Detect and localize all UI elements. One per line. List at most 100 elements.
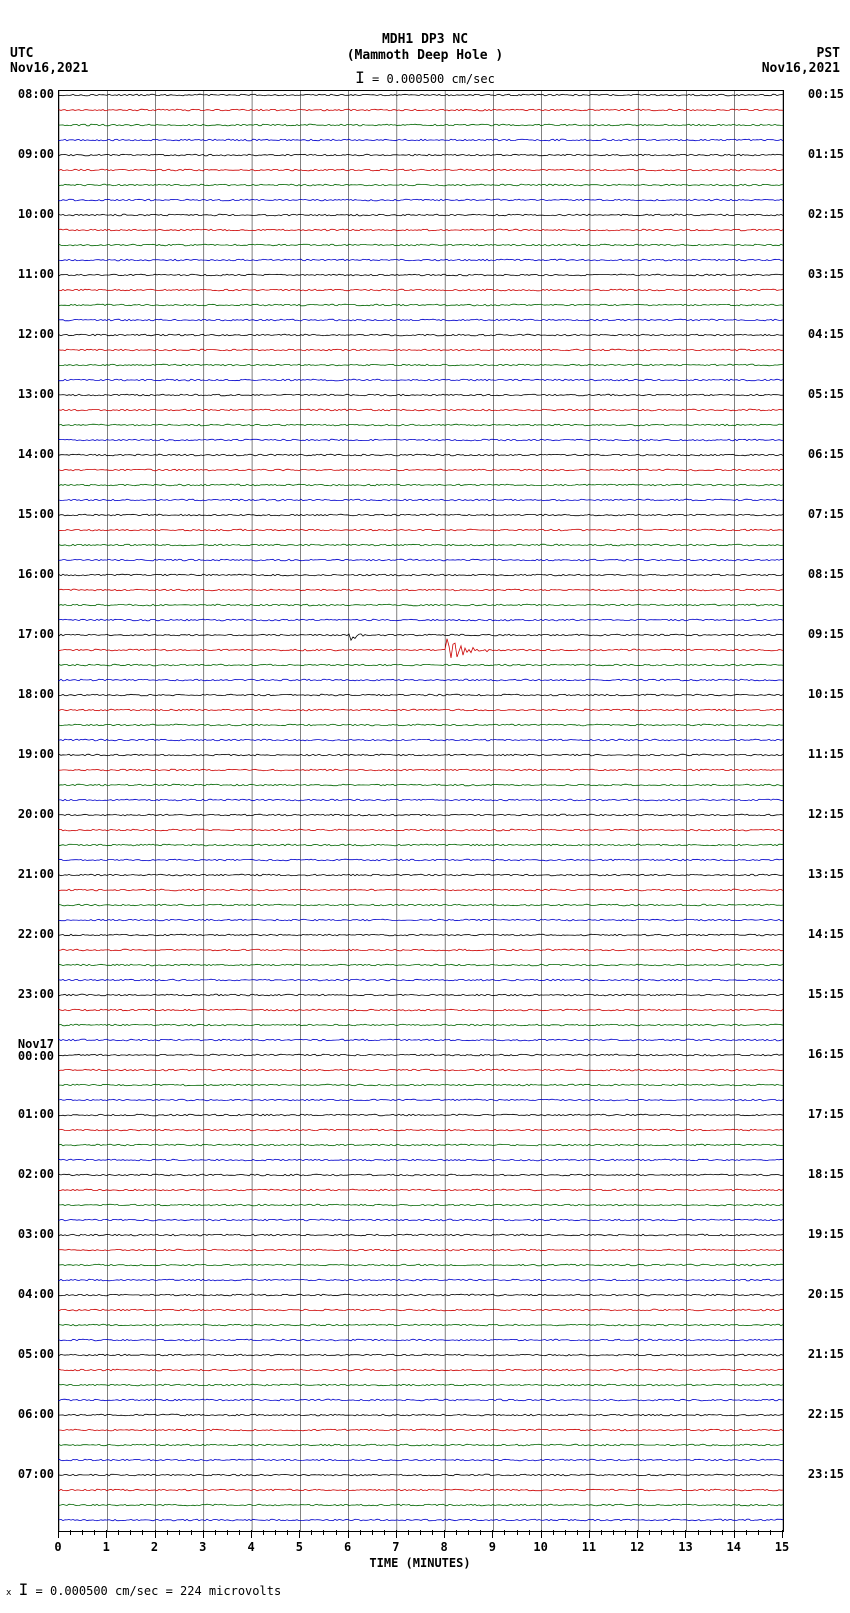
x-tick-minor bbox=[227, 1530, 228, 1535]
x-tick-major bbox=[299, 1530, 300, 1538]
seismic-trace bbox=[59, 1339, 783, 1341]
left-time-label: 02:00 bbox=[18, 1168, 54, 1180]
x-tick-minor bbox=[710, 1530, 711, 1535]
seismic-trace bbox=[59, 1249, 783, 1251]
x-tick-major bbox=[734, 1530, 735, 1538]
seismic-trace bbox=[59, 1189, 783, 1191]
x-tick-minor bbox=[82, 1530, 83, 1535]
seismic-trace bbox=[59, 1114, 783, 1116]
left-time-label: 10:00 bbox=[18, 208, 54, 220]
left-time-label: 09:00 bbox=[18, 148, 54, 160]
seismic-trace bbox=[59, 1039, 783, 1041]
x-tick-minor bbox=[625, 1530, 626, 1535]
right-time-label: 23:15 bbox=[808, 1468, 844, 1480]
x-tick-major bbox=[685, 1530, 686, 1538]
seismic-trace bbox=[59, 274, 783, 276]
seismic-trace bbox=[59, 109, 783, 111]
seismic-trace bbox=[59, 1444, 783, 1446]
right-time-label: 20:15 bbox=[808, 1288, 844, 1300]
right-time-label: 15:15 bbox=[808, 988, 844, 1000]
right-time-label: 16:15 bbox=[808, 1048, 844, 1060]
right-time-label: 17:15 bbox=[808, 1108, 844, 1120]
x-tick-major bbox=[541, 1530, 542, 1538]
x-tick-minor bbox=[770, 1530, 771, 1535]
seismic-trace bbox=[59, 334, 783, 336]
right-time-label: 10:15 bbox=[808, 688, 844, 700]
left-time-label: 20:00 bbox=[18, 808, 54, 820]
x-tick-minor bbox=[94, 1530, 95, 1535]
seismic-trace bbox=[59, 199, 783, 201]
footer-text: = 0.000500 cm/sec = 224 microvolts bbox=[36, 1584, 282, 1598]
seismic-trace bbox=[59, 874, 783, 876]
x-tick-major bbox=[58, 1530, 59, 1538]
x-tick-major bbox=[106, 1530, 107, 1538]
x-tick-minor bbox=[504, 1530, 505, 1535]
scale-bar-glyph: I bbox=[355, 68, 365, 87]
seismic-trace bbox=[59, 1489, 783, 1491]
seismic-trace bbox=[59, 259, 783, 261]
left-time-label: 12:00 bbox=[18, 328, 54, 340]
left-time-label: 19:00 bbox=[18, 748, 54, 760]
x-tick-minor bbox=[722, 1530, 723, 1535]
x-tick-label: 13 bbox=[678, 1540, 692, 1554]
left-time-label: 21:00 bbox=[18, 868, 54, 880]
seismic-trace bbox=[59, 1474, 783, 1476]
seismic-trace bbox=[59, 829, 783, 831]
tz-right: PST bbox=[817, 46, 840, 61]
x-tick-major bbox=[203, 1530, 204, 1538]
left-time-labels: 08:0009:0010:0011:0012:0013:0014:0015:00… bbox=[6, 90, 56, 1530]
x-tick-minor bbox=[191, 1530, 192, 1535]
seismic-trace bbox=[59, 709, 783, 711]
x-tick-major bbox=[251, 1530, 252, 1538]
seismic-trace bbox=[59, 619, 783, 621]
right-time-labels: 00:1501:1502:1503:1504:1505:1506:1507:15… bbox=[794, 90, 844, 1530]
seismic-trace bbox=[59, 469, 783, 471]
seismic-trace bbox=[59, 1519, 783, 1521]
right-time-label: 05:15 bbox=[808, 388, 844, 400]
x-tick-minor bbox=[275, 1530, 276, 1535]
seismic-trace bbox=[59, 949, 783, 951]
left-time-label: 22:00 bbox=[18, 928, 54, 940]
right-time-label: 04:15 bbox=[808, 328, 844, 340]
x-tick-label: 0 bbox=[54, 1540, 61, 1554]
x-tick-minor bbox=[311, 1530, 312, 1535]
x-tick-label: 3 bbox=[199, 1540, 206, 1554]
x-tick-minor bbox=[287, 1530, 288, 1535]
seismic-trace bbox=[59, 1324, 783, 1326]
right-time-label: 18:15 bbox=[808, 1168, 844, 1180]
x-tick-minor bbox=[673, 1530, 674, 1535]
seismic-trace bbox=[59, 739, 783, 741]
x-tick-minor bbox=[323, 1530, 324, 1535]
date-right: Nov16,2021 bbox=[762, 61, 840, 76]
x-tick-minor bbox=[480, 1530, 481, 1535]
seismic-trace bbox=[59, 639, 783, 658]
x-tick-minor bbox=[517, 1530, 518, 1535]
right-time-label: 22:15 bbox=[808, 1408, 844, 1420]
right-time-label: 12:15 bbox=[808, 808, 844, 820]
seismic-trace bbox=[59, 439, 783, 441]
seismic-trace bbox=[59, 994, 783, 996]
x-tick-minor bbox=[142, 1530, 143, 1535]
seismic-trace bbox=[59, 844, 783, 846]
seismogram-plot bbox=[58, 90, 784, 1532]
seismic-trace bbox=[59, 349, 783, 351]
x-tick-label: 14 bbox=[726, 1540, 740, 1554]
seismic-trace bbox=[59, 679, 783, 681]
x-tick-minor bbox=[372, 1530, 373, 1535]
x-tick-minor bbox=[613, 1530, 614, 1535]
x-tick-minor bbox=[529, 1530, 530, 1535]
seismic-trace bbox=[59, 979, 783, 981]
seismic-trace bbox=[59, 604, 783, 606]
seismic-trace bbox=[59, 289, 783, 291]
x-tick-label: 4 bbox=[247, 1540, 254, 1554]
left-time-label: 17:00 bbox=[18, 628, 54, 640]
seismic-trace bbox=[59, 154, 783, 156]
seismic-trace bbox=[59, 1144, 783, 1146]
seismic-trace bbox=[59, 1174, 783, 1176]
x-tick-minor bbox=[758, 1530, 759, 1535]
seismic-trace bbox=[59, 364, 783, 366]
x-tick-label: 15 bbox=[775, 1540, 789, 1554]
seismic-trace bbox=[59, 454, 783, 456]
seismic-trace bbox=[59, 1279, 783, 1281]
station-title: MDH1 DP3 NC bbox=[0, 32, 850, 47]
